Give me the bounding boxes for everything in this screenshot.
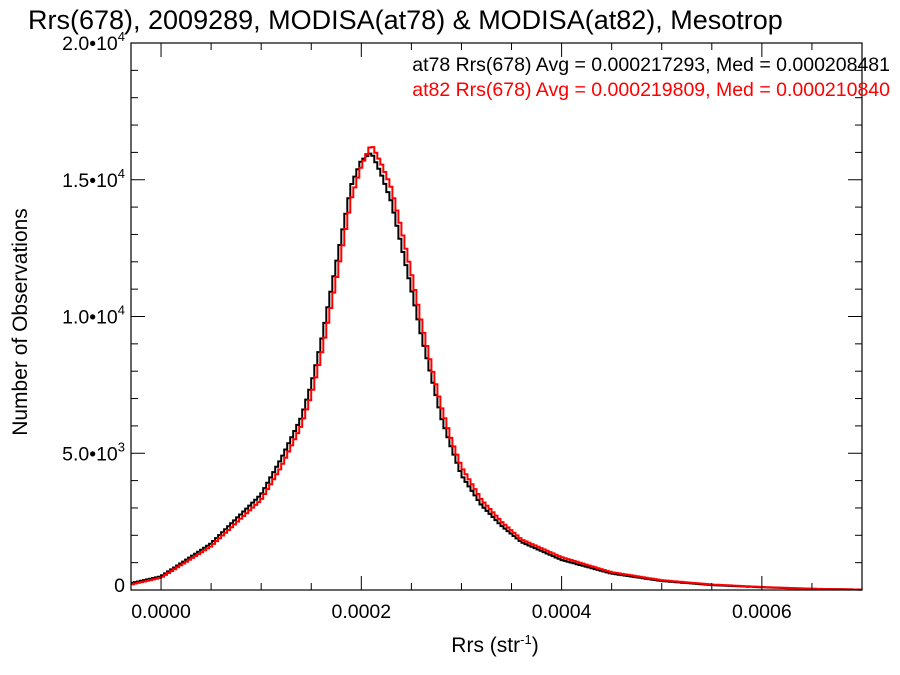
x-tick-label: 0.0006	[732, 601, 792, 623]
y-tick-label: 5.0•103	[62, 439, 125, 465]
y-tick-label: 0	[114, 575, 125, 597]
x-tick-label: 0.0004	[532, 601, 592, 623]
chart-title: Rrs(678), 2009289, MODISA(at78) & MODISA…	[28, 5, 783, 35]
series-0-line	[131, 152, 862, 591]
plot-frame	[130, 42, 863, 591]
x-axis-label-main: Rrs (str	[451, 634, 520, 657]
x-axis-label: Rrs (str-1)	[451, 632, 538, 657]
legend-entry-at82: at82 Rrs(678) Avg = 0.000219809, Med = 0…	[412, 79, 890, 101]
x-axis-label-superscript: -1	[520, 632, 532, 647]
x-tick-label: 0.0002	[331, 601, 391, 623]
series-1-line	[131, 146, 862, 591]
ticks-layer	[131, 42, 863, 591]
y-tick-label: 2.0•104	[62, 29, 125, 55]
x-axis-label-close: )	[532, 634, 539, 657]
series-layer	[131, 146, 862, 591]
legend-entry-at78: at78 Rrs(678) Avg = 0.000217293, Med = 0…	[412, 54, 890, 76]
tick-labels-layer: 0.0000 0.0002 0.0004 0.0006 0 5.0•103 1.0•104 1…	[62, 29, 792, 623]
y-tick-label: 1.5•104	[62, 166, 125, 192]
x-tick-label: 0.0000	[131, 601, 191, 623]
y-tick-label: 1.0•104	[62, 303, 125, 329]
y-axis-label: Number of Observations	[9, 208, 32, 436]
